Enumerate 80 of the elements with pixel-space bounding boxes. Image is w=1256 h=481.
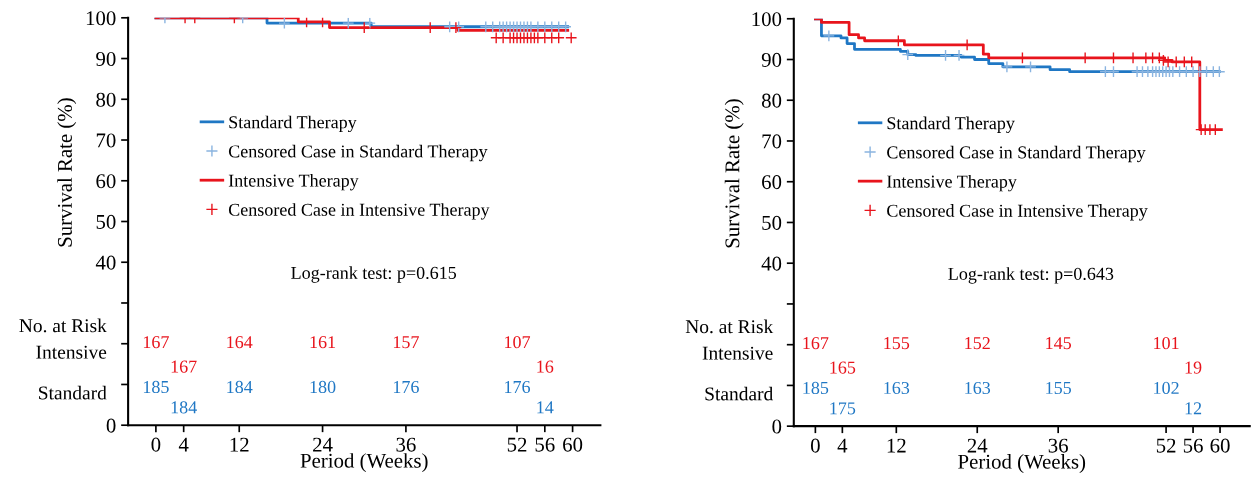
x-tick-label: 36: [396, 437, 416, 452]
x-tick-label: 36: [1048, 438, 1068, 453]
y-tick-label: 90: [761, 52, 782, 67]
y-tick-label: 60: [762, 175, 782, 190]
y-tick-label: 70: [96, 133, 116, 148]
y-tick-label: 0: [772, 419, 782, 434]
text: Intensive: [36, 345, 107, 359]
legend-label: Intensive Therapy: [887, 174, 1017, 192]
x-tick-label: 0: [151, 437, 161, 452]
annotation: 184: [227, 380, 253, 394]
x-tick-label: 4: [837, 438, 848, 453]
annotation: 176: [505, 380, 531, 394]
annotation: 164: [227, 336, 253, 349]
y-tick-label: 90: [96, 51, 116, 66]
annotation: 145: [1046, 337, 1072, 350]
annotation: 167: [803, 337, 829, 350]
annotation: 175: [830, 402, 856, 415]
legend-label: Censored Case in Intensive Therapy: [228, 203, 490, 220]
legend-label: Standard Therapy: [229, 115, 357, 133]
x-tick-label: 52: [507, 437, 527, 452]
annotation: 16: [537, 360, 554, 373]
y-tick-label: 80: [761, 93, 782, 108]
annotation: 155: [884, 337, 910, 350]
legend-label: Censored Case in Standard Therapy: [228, 144, 488, 162]
text: Standard: [39, 385, 107, 400]
text: No. at Risk: [685, 319, 774, 334]
annotation: 167: [171, 360, 197, 373]
y-tick-label: 40: [95, 255, 116, 270]
y-tick-label: 100: [86, 11, 116, 26]
annotation: 152: [965, 337, 990, 350]
x-tick-label: 0: [810, 438, 820, 453]
x-tick-label: 60: [1210, 438, 1230, 453]
annotation: 14: [537, 401, 554, 414]
x-tick-label: 56: [1183, 438, 1203, 453]
y-tick-label: 0: [106, 418, 116, 433]
annotation: 161: [310, 336, 336, 349]
annotation: 157: [393, 336, 419, 349]
annotation: 184: [171, 401, 197, 414]
annotation: 163: [965, 381, 991, 395]
x-tick-label: 56: [535, 437, 555, 452]
y-axis-title: Survival Rate (%): [724, 99, 744, 248]
legend-label: Censored Case in Standard Therapy: [887, 145, 1146, 163]
y-tick-label: 50: [96, 214, 116, 229]
legend-label: Standard Therapy: [887, 116, 1015, 134]
legend-label: Censored Case in Intensive Therapy: [887, 204, 1148, 221]
x-tick-label: 24: [313, 437, 333, 452]
y-tick-label: 50: [762, 215, 782, 230]
x-tick-label: 12: [230, 437, 249, 452]
legend-label: Intensive Therapy: [228, 173, 359, 191]
annotation: 185: [143, 380, 169, 394]
annotation: 165: [830, 361, 856, 374]
y-tick-label: 100: [752, 12, 782, 27]
annotation: Log-rank test: p=0.643: [948, 267, 1114, 284]
x-tick-label: 52: [1156, 438, 1176, 453]
annotation: Log-rank test: p=0.615: [291, 266, 457, 283]
annotation: 101: [1154, 337, 1179, 350]
y-axis-title: Survival Rate (%): [57, 98, 77, 247]
annotation: 102: [1154, 381, 1179, 395]
annotation: 163: [884, 381, 910, 395]
x-tick-label: 60: [563, 437, 583, 452]
y-tick-label: 40: [761, 256, 782, 271]
annotation: 107: [505, 336, 531, 349]
y-tick-label: 80: [96, 92, 116, 107]
annotation: 185: [803, 381, 829, 395]
text: No. at Risk: [19, 318, 107, 333]
y-tick-label: 70: [762, 134, 782, 149]
annotation: 167: [143, 336, 169, 349]
annotation: 19: [1185, 361, 1202, 374]
x-tick-label: 12: [887, 438, 906, 453]
text: Standard: [705, 386, 774, 401]
text: Intensive: [702, 346, 773, 360]
y-tick-label: 60: [96, 174, 116, 189]
annotation: 180: [310, 380, 336, 394]
x-axis-title: Period (Weeks): [958, 454, 1086, 473]
annotation: 12: [1185, 402, 1202, 415]
x-tick-label: 24: [967, 438, 988, 453]
x-tick-label: 4: [178, 437, 189, 452]
annotation: 155: [1046, 381, 1072, 395]
x-axis-title: Period (Weeks): [300, 453, 428, 473]
annotation: 176: [393, 380, 419, 394]
